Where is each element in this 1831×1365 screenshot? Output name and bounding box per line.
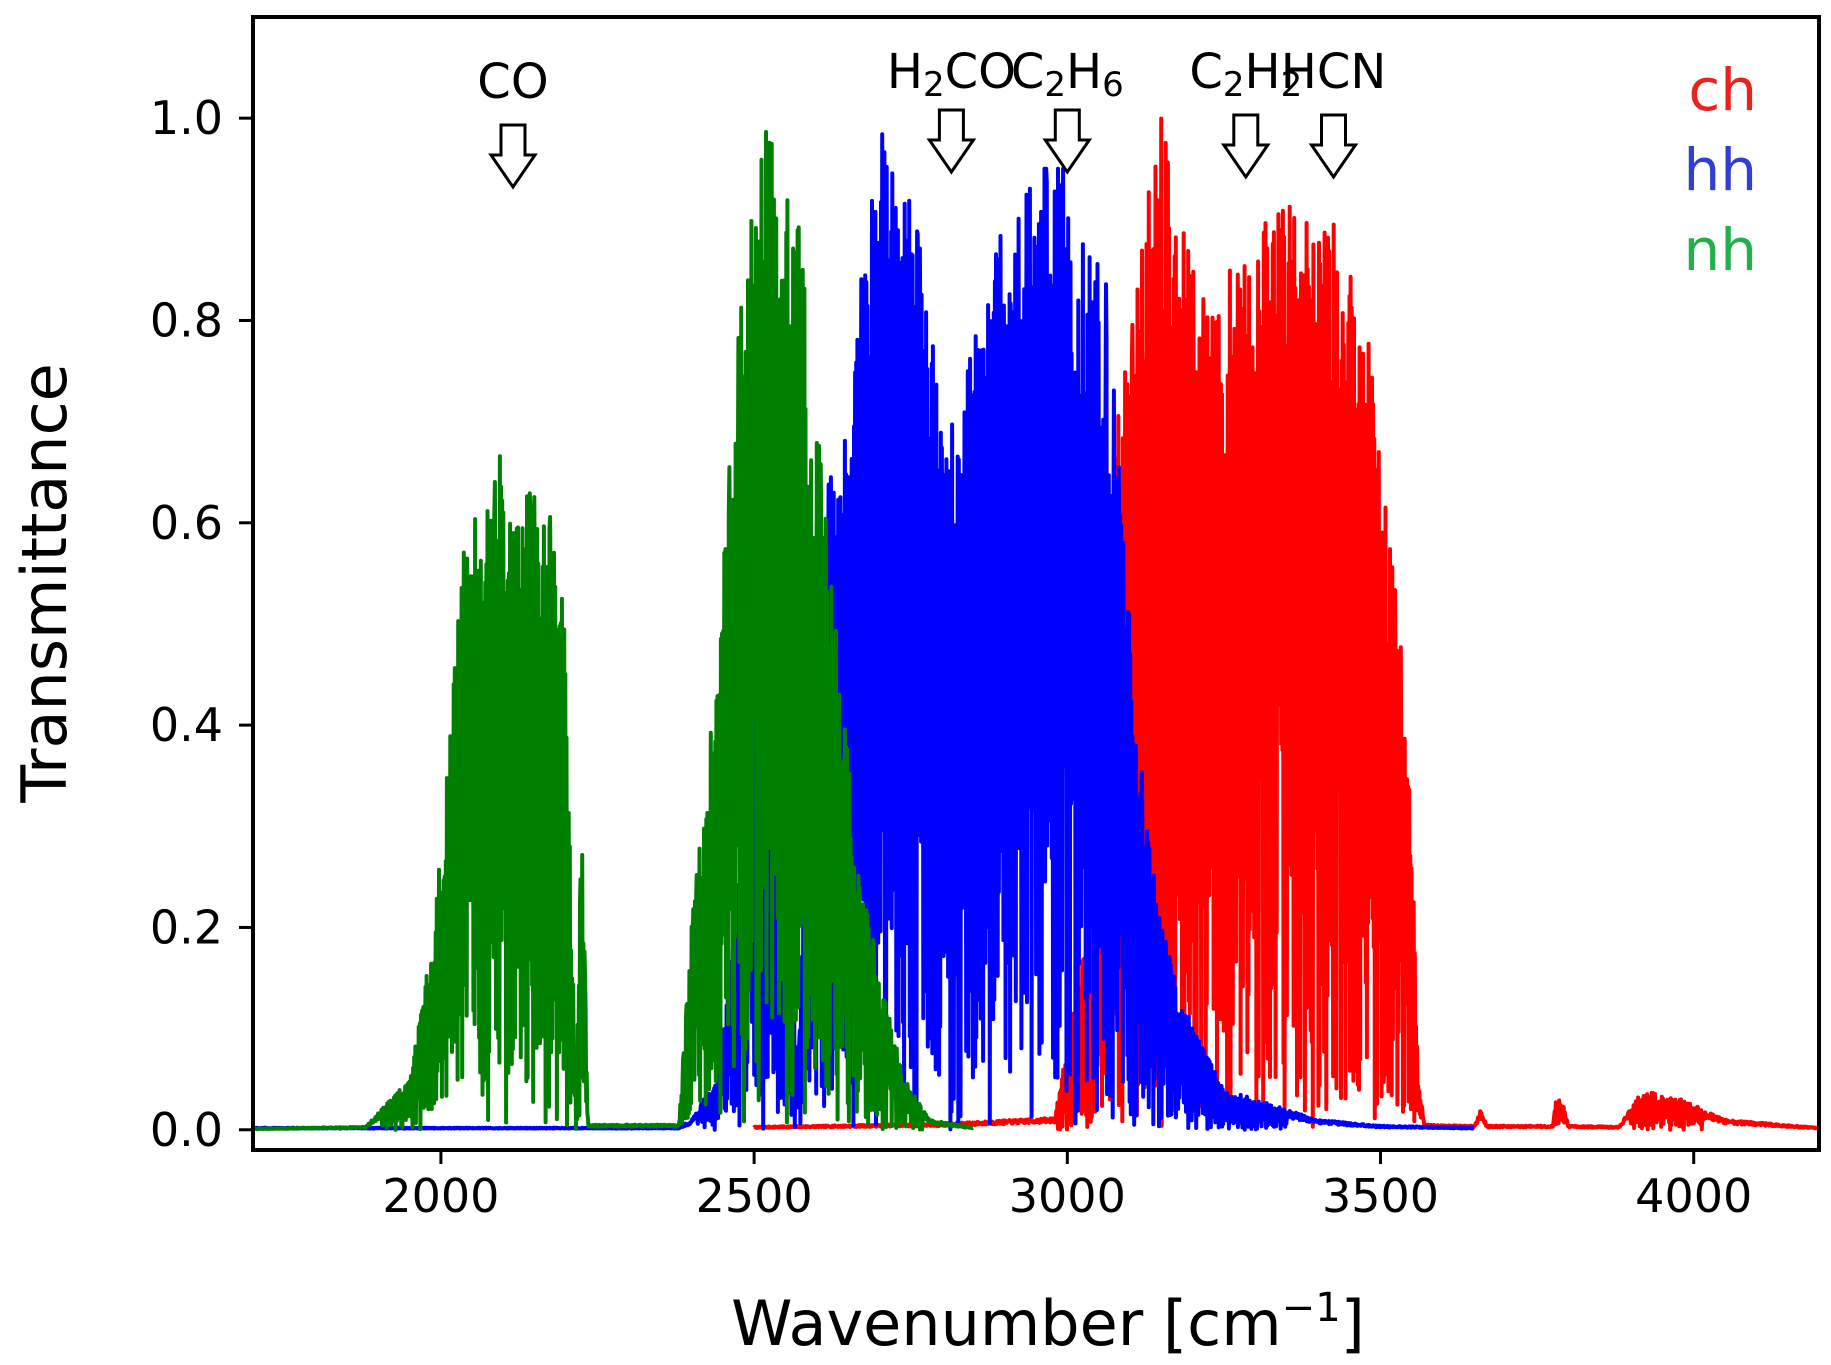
annotation-label: C2H2: [1189, 44, 1302, 105]
legend-entry-hh: hh: [1683, 136, 1757, 204]
down-arrow-icon: [1220, 113, 1271, 180]
annotation-text: H: [1066, 44, 1102, 100]
y-tick-label: 0.2: [150, 900, 223, 954]
series-line-ch: [752, 116, 1820, 1132]
x-tick-label: 3000: [1009, 1169, 1126, 1223]
x-axis-label: Wavenumber [cm−1]: [731, 1285, 1365, 1360]
annotation-label: H2CO: [887, 44, 1016, 105]
series-line-nh: [251, 130, 975, 1132]
x-tick-label: 2000: [382, 1169, 499, 1223]
annotation-subscript: 2: [1223, 65, 1245, 105]
annotation-text: C: [1011, 44, 1045, 100]
x-axis-label-exp: −1: [1282, 1285, 1341, 1331]
annotation-label: HCN: [1281, 44, 1387, 100]
annotation-subscript: 2: [923, 65, 945, 105]
annotation-label: CO: [477, 54, 548, 110]
legend-entry-ch: ch: [1688, 56, 1757, 124]
x-axis: 2000 2500 3000 3500 4000: [382, 1150, 1752, 1223]
annotation-text: H: [1245, 44, 1281, 100]
annotation-text: C: [1189, 44, 1223, 100]
y-axis-label: Transmittance: [8, 363, 81, 804]
plot-frame: [251, 15, 1821, 1152]
x-tick-label: 4000: [1635, 1169, 1752, 1223]
series-line-hh: [251, 132, 1476, 1132]
x-axis-label-main: Wavenumber [cm: [731, 1287, 1282, 1360]
annotation-text: H: [887, 44, 923, 100]
legend-entry-nh: nh: [1683, 216, 1757, 284]
annotation-text: CO: [945, 44, 1016, 100]
annotation-subscript: 6: [1102, 65, 1124, 105]
annotation-subscript: 2: [1281, 65, 1303, 105]
legend: ch hh nh: [1683, 56, 1757, 284]
x-tick-label: 2500: [696, 1169, 813, 1223]
y-axis: 0.0 0.2 0.4 0.6 0.8 1.0: [150, 91, 253, 1157]
series-layer: [251, 116, 1820, 1132]
annotation-subscript: 2: [1044, 65, 1066, 105]
y-tick-label: 0.6: [150, 496, 223, 550]
y-tick-label: 0.0: [150, 1103, 223, 1157]
x-tick-label: 3500: [1322, 1169, 1439, 1223]
down-arrow-icon: [1042, 108, 1093, 175]
y-tick-label: 1.0: [150, 91, 223, 145]
annotation-label: C2H6: [1011, 44, 1124, 105]
x-axis-label-close: ]: [1341, 1287, 1365, 1360]
down-arrow-icon: [488, 123, 538, 190]
down-arrow-icon: [926, 108, 977, 175]
y-tick-label: 0.8: [150, 293, 223, 347]
y-tick-label: 0.4: [150, 698, 223, 752]
down-arrow-icon: [1308, 113, 1359, 180]
